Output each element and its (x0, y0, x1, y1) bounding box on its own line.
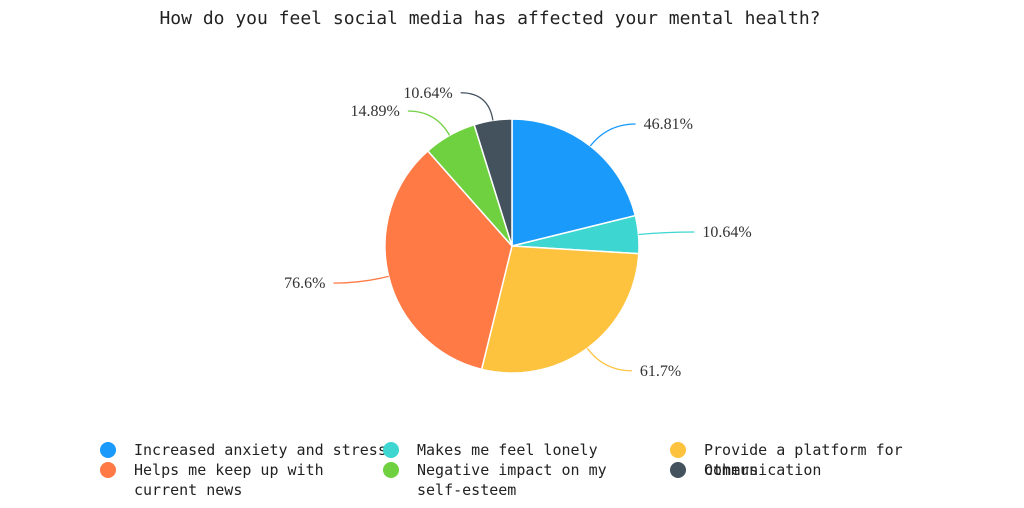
legend-label: Makes me feel lonely (417, 441, 598, 459)
legend-marker (670, 442, 686, 458)
data-label: 10.64% (403, 85, 452, 102)
legend-marker (383, 462, 399, 478)
data-label: 14.89% (351, 103, 400, 120)
legend-marker (383, 442, 399, 458)
data-label: 46.81% (644, 116, 693, 133)
legend-item[interactable]: Helps me keep up with current news (100, 460, 324, 500)
leader-line (586, 347, 632, 372)
data-label: 76.6% (284, 275, 325, 292)
data-label: 10.64% (702, 224, 751, 241)
leader-line (333, 275, 389, 284)
legend-marker (100, 462, 116, 478)
legend-marker (670, 462, 686, 478)
pie-slice[interactable] (480, 245, 640, 374)
legend-label: Others (704, 461, 759, 479)
chart-title: How do you feel social media has affecte… (159, 8, 821, 29)
leader-line (460, 92, 494, 121)
leader-line (589, 123, 636, 147)
legend-label: Helps me keep up with current news (134, 461, 324, 499)
legend-item[interactable]: Makes me feel lonely (383, 440, 598, 460)
data-label: 61.7% (640, 363, 681, 380)
leader-line (407, 110, 451, 136)
pie-slice[interactable] (473, 118, 513, 247)
legend-label: Increased anxiety and stress (134, 441, 387, 459)
legend-label: Negative impact on my self-esteem (417, 461, 607, 499)
pie-slice[interactable] (384, 149, 513, 371)
legend-label: Provide a platform for communication (704, 441, 903, 479)
legend-item[interactable]: Others (670, 460, 758, 480)
legend-marker (100, 442, 116, 458)
pie-chart: 46.81%10.64%61.7%76.6%14.89%10.64% (284, 85, 752, 380)
legend-item[interactable]: Provide a platform for communication (670, 440, 1020, 480)
legend: Increased anxiety and stress Helps me ke… (100, 440, 1020, 506)
leader-line (638, 231, 695, 236)
legend-item[interactable]: Negative impact on my self-esteem (383, 460, 607, 500)
legend-item[interactable]: Increased anxiety and stress (100, 440, 387, 460)
pie-slice[interactable] (511, 118, 637, 247)
